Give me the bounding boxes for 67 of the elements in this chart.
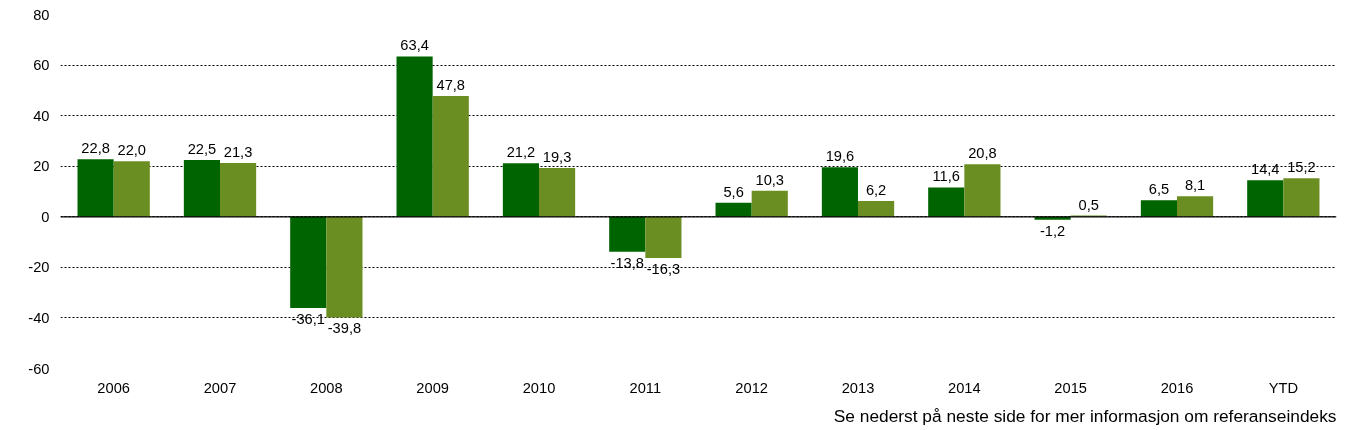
bar [183, 159, 220, 217]
bar [113, 161, 150, 217]
x-tick-label: 2006 [97, 379, 130, 396]
bar [645, 216, 682, 258]
bar [751, 190, 788, 217]
data-label: 22,8 [81, 140, 110, 157]
bar [1283, 178, 1320, 217]
data-label: 6,5 [1148, 181, 1170, 198]
bar [77, 159, 114, 217]
data-label: 22,0 [117, 142, 147, 159]
y-tick-label: -20 [28, 259, 50, 276]
bar [326, 216, 363, 318]
bar [220, 162, 257, 217]
x-tick-label: 2014 [948, 379, 981, 396]
y-tick-label: 0 [41, 208, 50, 225]
data-label: 6,2 [865, 182, 887, 199]
x-tick-label: 2015 [1054, 379, 1087, 396]
data-label: 63,4 [400, 37, 429, 54]
bar [1247, 180, 1284, 217]
data-label: 47,8 [436, 76, 466, 93]
data-label: 5,6 [723, 183, 744, 200]
bar [964, 164, 1001, 217]
bar [539, 167, 576, 217]
bar [290, 216, 327, 309]
bar [1140, 200, 1177, 217]
y-tick-label: 80 [33, 6, 50, 23]
x-tick-label: 2009 [416, 379, 449, 396]
text: Se nederst på neste side for mer informasjon om referanseindeks [833, 405, 1337, 426]
data-label: 22,5 [187, 140, 217, 157]
bar [858, 201, 895, 217]
bar [1177, 196, 1214, 217]
bar [396, 56, 433, 217]
data-label: 19,3 [542, 148, 572, 165]
data-label: 20,8 [968, 145, 997, 162]
y-tick-label: 40 [33, 107, 50, 124]
bar [821, 167, 858, 217]
bar [1034, 216, 1071, 220]
data-label: 19,6 [825, 148, 855, 165]
x-tick-label: 2008 [310, 379, 343, 396]
y-tick-label: 60 [33, 57, 50, 74]
data-label: -16,3 [646, 261, 681, 277]
data-label: 14,4 [1250, 161, 1280, 178]
data-label: 15,2 [1287, 159, 1316, 176]
data-label: 8,1 [1184, 177, 1206, 194]
x-tick-label: 2013 [841, 379, 875, 396]
x-tick-label: 2012 [735, 379, 768, 396]
x-tick-label: 2016 [1160, 379, 1194, 396]
x-tick-label: 2011 [629, 379, 662, 396]
x-tick-label: YTD [1268, 379, 1298, 396]
data-label: -39,8 [327, 320, 362, 337]
y-tick-label: -60 [28, 360, 50, 377]
bar [432, 95, 469, 217]
data-label: -36,1 [291, 311, 325, 328]
data-label: 21,2 [506, 144, 536, 161]
y-tick-label: -40 [28, 309, 50, 326]
bar [502, 163, 539, 217]
data-label: 0,5 [1078, 196, 1099, 213]
x-tick-label: 2007 [203, 379, 237, 396]
bar [609, 216, 646, 252]
bar [715, 202, 752, 217]
bar [928, 187, 965, 217]
data-label: 10,3 [755, 171, 785, 188]
y-tick-label: 20 [33, 158, 50, 175]
data-label: 21,3 [223, 143, 253, 160]
data-label: -1,2 [1039, 222, 1066, 239]
data-label: 11,6 [932, 168, 960, 185]
x-tick-label: 2010 [522, 379, 556, 396]
